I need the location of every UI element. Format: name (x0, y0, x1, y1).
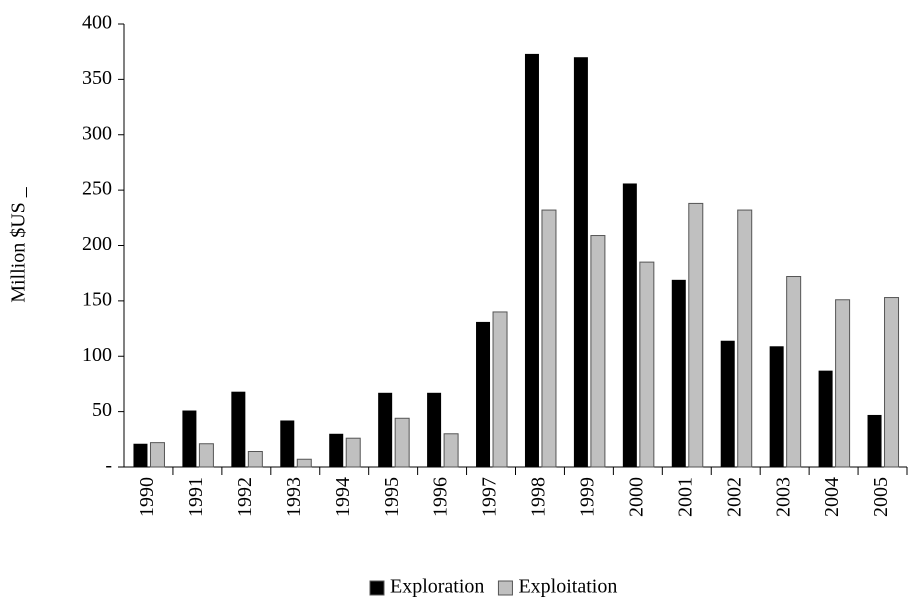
bar (671, 279, 686, 467)
bar (133, 443, 148, 467)
bar (149, 442, 165, 468)
y-tick-label: 300 (82, 122, 112, 144)
bar (296, 458, 312, 468)
bar (818, 370, 833, 467)
bar (476, 321, 491, 467)
x-tick-label: 2005 (870, 477, 892, 517)
bar (394, 417, 410, 468)
x-tick-label: 1996 (430, 477, 452, 517)
y-tick-label: - (105, 455, 112, 477)
bar (622, 183, 637, 468)
x-tick-label: 2004 (821, 477, 843, 517)
x-tick-label: 2001 (674, 477, 696, 517)
bar (867, 414, 882, 467)
bar (688, 202, 704, 468)
y-tick-label: 400 (82, 12, 112, 34)
y-axis-label: Million $US _ (8, 186, 30, 303)
bar (198, 443, 214, 468)
bar (280, 420, 295, 467)
y-tick-label: 200 (82, 233, 112, 255)
bar (182, 410, 197, 467)
bar (329, 433, 344, 467)
bar (378, 392, 393, 467)
bar (524, 53, 539, 468)
y-tick-label: 100 (82, 344, 112, 366)
x-tick-label: 1998 (528, 477, 550, 517)
bar (786, 276, 802, 468)
bar (769, 346, 784, 467)
bar (231, 391, 246, 467)
x-tick-label: 1991 (185, 477, 207, 517)
bar (492, 311, 508, 468)
bar (345, 437, 361, 468)
bar (835, 299, 851, 468)
x-tick-label: 1997 (479, 477, 501, 517)
legend-label: Exploitation (518, 576, 617, 598)
x-tick-label: 2000 (625, 477, 647, 517)
y-tick-label: 150 (82, 288, 112, 310)
y-tick-label: 250 (82, 178, 112, 200)
bar (443, 433, 459, 468)
bar (541, 209, 557, 468)
bar (247, 450, 263, 468)
x-tick-label: 2002 (723, 477, 745, 517)
x-tick-label: 2003 (772, 477, 794, 517)
x-tick-label: 1993 (283, 477, 305, 517)
bar (884, 297, 900, 468)
x-tick-label: 1995 (381, 477, 403, 517)
bar (573, 57, 588, 467)
legend-swatch (497, 580, 513, 596)
x-tick-label: 1994 (332, 477, 354, 517)
bar (427, 392, 442, 467)
x-tick-label: 1999 (577, 477, 599, 517)
legend-label: Exploration (390, 576, 484, 598)
legend-swatch (369, 580, 385, 596)
bar (737, 209, 753, 468)
x-tick-label: 1990 (136, 477, 158, 517)
bar (590, 235, 606, 468)
x-tick-label: 1992 (234, 477, 256, 517)
bar (639, 261, 655, 468)
bar (720, 340, 735, 467)
y-tick-label: 350 (82, 67, 112, 89)
y-tick-label: 50 (92, 399, 112, 421)
